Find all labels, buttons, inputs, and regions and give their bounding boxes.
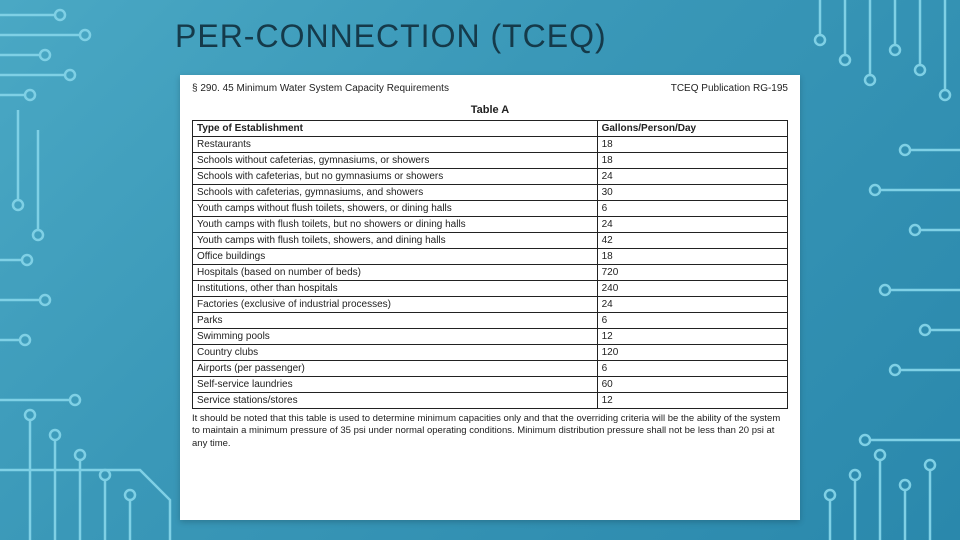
table-row: Institutions, other than hospitals240	[193, 281, 788, 297]
cell-establishment: Swimming pools	[193, 329, 598, 345]
cell-gallons: 24	[597, 169, 787, 185]
cell-establishment: Service stations/stores	[193, 393, 598, 409]
table-row: Schools with cafeterias, but no gymnasiu…	[193, 169, 788, 185]
cell-gallons: 6	[597, 201, 787, 217]
cell-gallons: 6	[597, 361, 787, 377]
capacity-table: Type of Establishment Gallons/Person/Day…	[192, 120, 788, 409]
cell-establishment: Institutions, other than hospitals	[193, 281, 598, 297]
cell-establishment: Schools without cafeterias, gymnasiums, …	[193, 153, 598, 169]
publication-ref: TCEQ Publication RG-195	[671, 83, 788, 94]
cell-establishment: Factories (exclusive of industrial proce…	[193, 297, 598, 313]
cell-gallons: 24	[597, 217, 787, 233]
cell-gallons: 12	[597, 393, 787, 409]
cell-gallons: 12	[597, 329, 787, 345]
table-row: Restaurants18	[193, 137, 788, 153]
table-row: Youth camps with flush toilets, but no s…	[193, 217, 788, 233]
table-row: Country clubs120	[193, 345, 788, 361]
content-card: § 290. 45 Minimum Water System Capacity …	[180, 75, 800, 520]
cell-establishment: Schools with cafeterias, but no gymnasiu…	[193, 169, 598, 185]
cell-gallons: 24	[597, 297, 787, 313]
cell-establishment: Country clubs	[193, 345, 598, 361]
table-caption: Table A	[192, 104, 788, 116]
cell-establishment: Youth camps with flush toilets, showers,…	[193, 233, 598, 249]
cell-establishment: Youth camps with flush toilets, but no s…	[193, 217, 598, 233]
cell-establishment: Restaurants	[193, 137, 598, 153]
table-row: Youth camps with flush toilets, showers,…	[193, 233, 788, 249]
slide-title: PER-CONNECTION (TCEQ)	[175, 18, 607, 55]
table-row: Service stations/stores12	[193, 393, 788, 409]
cell-establishment: Self-service laundries	[193, 377, 598, 393]
table-row: Hospitals (based on number of beds)720	[193, 265, 788, 281]
cell-establishment: Airports (per passenger)	[193, 361, 598, 377]
cell-establishment: Hospitals (based on number of beds)	[193, 265, 598, 281]
cell-gallons: 720	[597, 265, 787, 281]
cell-gallons: 30	[597, 185, 787, 201]
cell-gallons: 120	[597, 345, 787, 361]
cell-establishment: Parks	[193, 313, 598, 329]
table-note: It should be noted that this table is us…	[192, 413, 788, 450]
cell-gallons: 42	[597, 233, 787, 249]
table-row: Self-service laundries60	[193, 377, 788, 393]
cell-gallons: 18	[597, 153, 787, 169]
cell-gallons: 18	[597, 249, 787, 265]
cell-gallons: 60	[597, 377, 787, 393]
table-row: Office buildings18	[193, 249, 788, 265]
table-row: Parks6	[193, 313, 788, 329]
col-header-establishment: Type of Establishment	[193, 121, 598, 137]
cell-establishment: Youth camps without flush toilets, showe…	[193, 201, 598, 217]
table-row: Schools with cafeterias, gymnasiums, and…	[193, 185, 788, 201]
table-row: Schools without cafeterias, gymnasiums, …	[193, 153, 788, 169]
section-ref: § 290. 45 Minimum Water System Capacity …	[192, 83, 449, 94]
table-row: Airports (per passenger)6	[193, 361, 788, 377]
col-header-gallons: Gallons/Person/Day	[597, 121, 787, 137]
table-row: Swimming pools12	[193, 329, 788, 345]
cell-gallons: 6	[597, 313, 787, 329]
table-row: Factories (exclusive of industrial proce…	[193, 297, 788, 313]
cell-establishment: Office buildings	[193, 249, 598, 265]
cell-establishment: Schools with cafeterias, gymnasiums, and…	[193, 185, 598, 201]
cell-gallons: 240	[597, 281, 787, 297]
card-header: § 290. 45 Minimum Water System Capacity …	[192, 83, 788, 94]
cell-gallons: 18	[597, 137, 787, 153]
table-row: Youth camps without flush toilets, showe…	[193, 201, 788, 217]
